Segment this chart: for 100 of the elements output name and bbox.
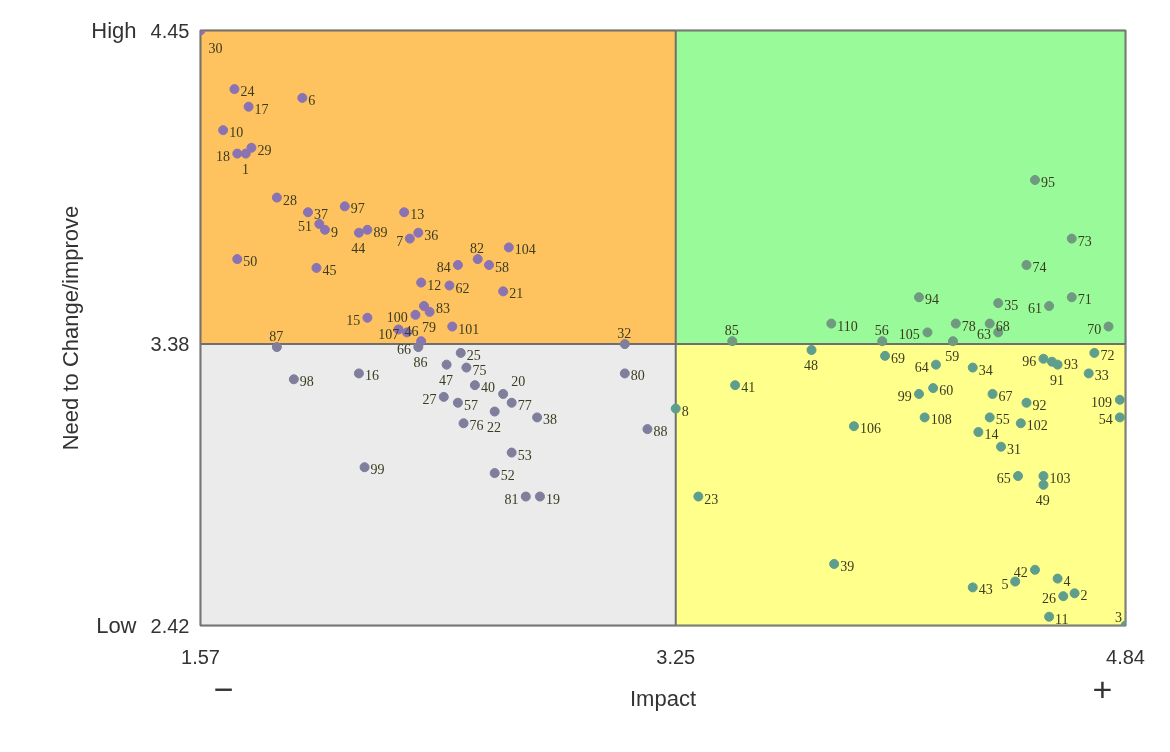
annotation: 19: [545, 491, 560, 507]
point: [950, 318, 961, 329]
point: [829, 558, 840, 569]
point: [452, 259, 463, 270]
annotation: 74: [1032, 259, 1047, 275]
annotation: 70: [1087, 321, 1102, 337]
point: [1114, 412, 1125, 423]
point: [506, 397, 517, 408]
annotation: 24: [240, 84, 255, 100]
point: [243, 101, 254, 112]
annotation: 64: [914, 359, 929, 375]
annotation: 38: [543, 412, 558, 428]
point: [1038, 471, 1049, 482]
point: [441, 359, 452, 370]
annotation: 32: [617, 326, 632, 342]
point: [1015, 418, 1026, 429]
point: [670, 403, 681, 414]
point: [469, 380, 480, 391]
text: +: [1092, 669, 1113, 708]
annotation: 20: [511, 373, 526, 389]
annotation: 108: [930, 412, 952, 428]
point: [919, 412, 930, 423]
point: [914, 388, 924, 399]
y-tick-label: 2.42: [150, 614, 190, 637]
point: [489, 406, 500, 417]
point: [996, 441, 1007, 452]
annotation: 99: [370, 462, 385, 478]
annotation: 21: [509, 286, 524, 302]
annotation: 53: [517, 447, 532, 463]
annotation: 49: [1035, 492, 1050, 508]
annotation: 84: [436, 259, 451, 275]
annotation: 15: [346, 312, 361, 328]
annotation: 57: [463, 397, 478, 413]
x-tick-label: 1.57: [181, 645, 220, 668]
annotation: 17: [254, 101, 269, 117]
point: [922, 327, 933, 338]
point: [1013, 471, 1024, 482]
point: [458, 418, 469, 429]
point: [1010, 576, 1021, 587]
point: [232, 254, 243, 265]
annotation: 73: [1077, 233, 1092, 249]
annotation: 86: [413, 355, 428, 371]
point: [1029, 564, 1040, 575]
y-axis-title: Need to Change/improve: [58, 205, 84, 451]
annotation: 105: [898, 327, 920, 343]
annotation: 27: [422, 391, 437, 407]
point: [418, 301, 429, 312]
annotation: 43: [978, 582, 993, 598]
annotation: 94: [925, 292, 939, 308]
point: [984, 318, 995, 329]
annotation: 82: [470, 241, 485, 257]
annotation: 58: [495, 259, 510, 275]
point: [362, 224, 373, 235]
annotation: 88: [653, 424, 668, 440]
annotation: 33: [1094, 368, 1109, 384]
point: [1058, 591, 1069, 602]
annotation: 81: [504, 491, 519, 507]
annotation: 2: [1080, 588, 1088, 604]
point: [399, 207, 410, 218]
point: [806, 344, 817, 355]
point: [288, 374, 299, 385]
annotation: 40: [480, 380, 495, 396]
point: [877, 336, 888, 347]
annotation: 100: [386, 309, 408, 325]
annotation: 13: [410, 207, 425, 223]
point: [1069, 588, 1080, 599]
point: [826, 318, 837, 329]
annotation: 97: [350, 201, 365, 217]
annotation: 110: [837, 318, 858, 334]
point: [928, 383, 939, 394]
point: [914, 292, 924, 303]
annotation: 85: [724, 323, 739, 339]
annotation: 60: [939, 383, 954, 399]
annotation: 26: [1042, 591, 1057, 607]
annotation: 77: [517, 397, 532, 413]
annotation: 68: [995, 318, 1010, 334]
point: [534, 491, 545, 502]
annotation: 28: [282, 192, 297, 208]
point: [532, 412, 543, 423]
annotation: 14: [984, 427, 999, 443]
point: [506, 447, 517, 458]
point: [314, 218, 325, 229]
point: [619, 339, 630, 350]
text: Low: [96, 613, 137, 638]
y-tick-label: 3.38: [150, 333, 190, 356]
point: [520, 491, 531, 502]
annotation: 4: [1063, 573, 1071, 589]
point: [848, 421, 859, 432]
point: [489, 468, 500, 479]
point: [987, 388, 998, 399]
point: [1044, 301, 1055, 312]
point: [472, 254, 483, 265]
annotation: 62: [455, 280, 470, 296]
point: [362, 312, 373, 323]
point: [1044, 611, 1055, 622]
annotation: 91: [1050, 372, 1065, 388]
annotation: 50: [243, 254, 258, 270]
point: [503, 242, 514, 253]
annotation: 69: [891, 350, 906, 366]
annotation: 56: [874, 323, 889, 339]
